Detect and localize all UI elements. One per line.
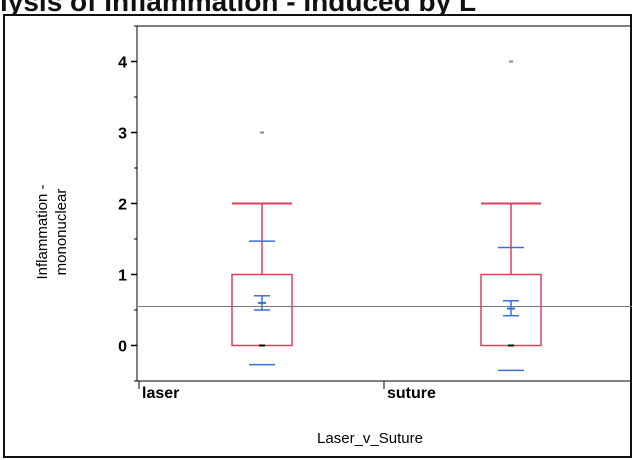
x-tick-label: suture [387, 385, 436, 402]
y-axis-label-line-2: mononuclear [53, 189, 70, 276]
y-axis-label-line-1: Inflammation - [34, 184, 51, 279]
chart-frame [3, 14, 632, 458]
page-title: lysis of Inflammation - Induced by L [0, 0, 477, 16]
x-tick-label: laser [142, 385, 179, 402]
y-tick-label: 0 [118, 339, 127, 356]
x-axis-label: Laser_v_Suture [317, 430, 423, 447]
y-tick-label: 4 [118, 55, 127, 72]
y-tick-label: 3 [118, 126, 127, 143]
y-tick-label: 2 [118, 197, 127, 214]
y-tick-label: 1 [118, 268, 127, 285]
